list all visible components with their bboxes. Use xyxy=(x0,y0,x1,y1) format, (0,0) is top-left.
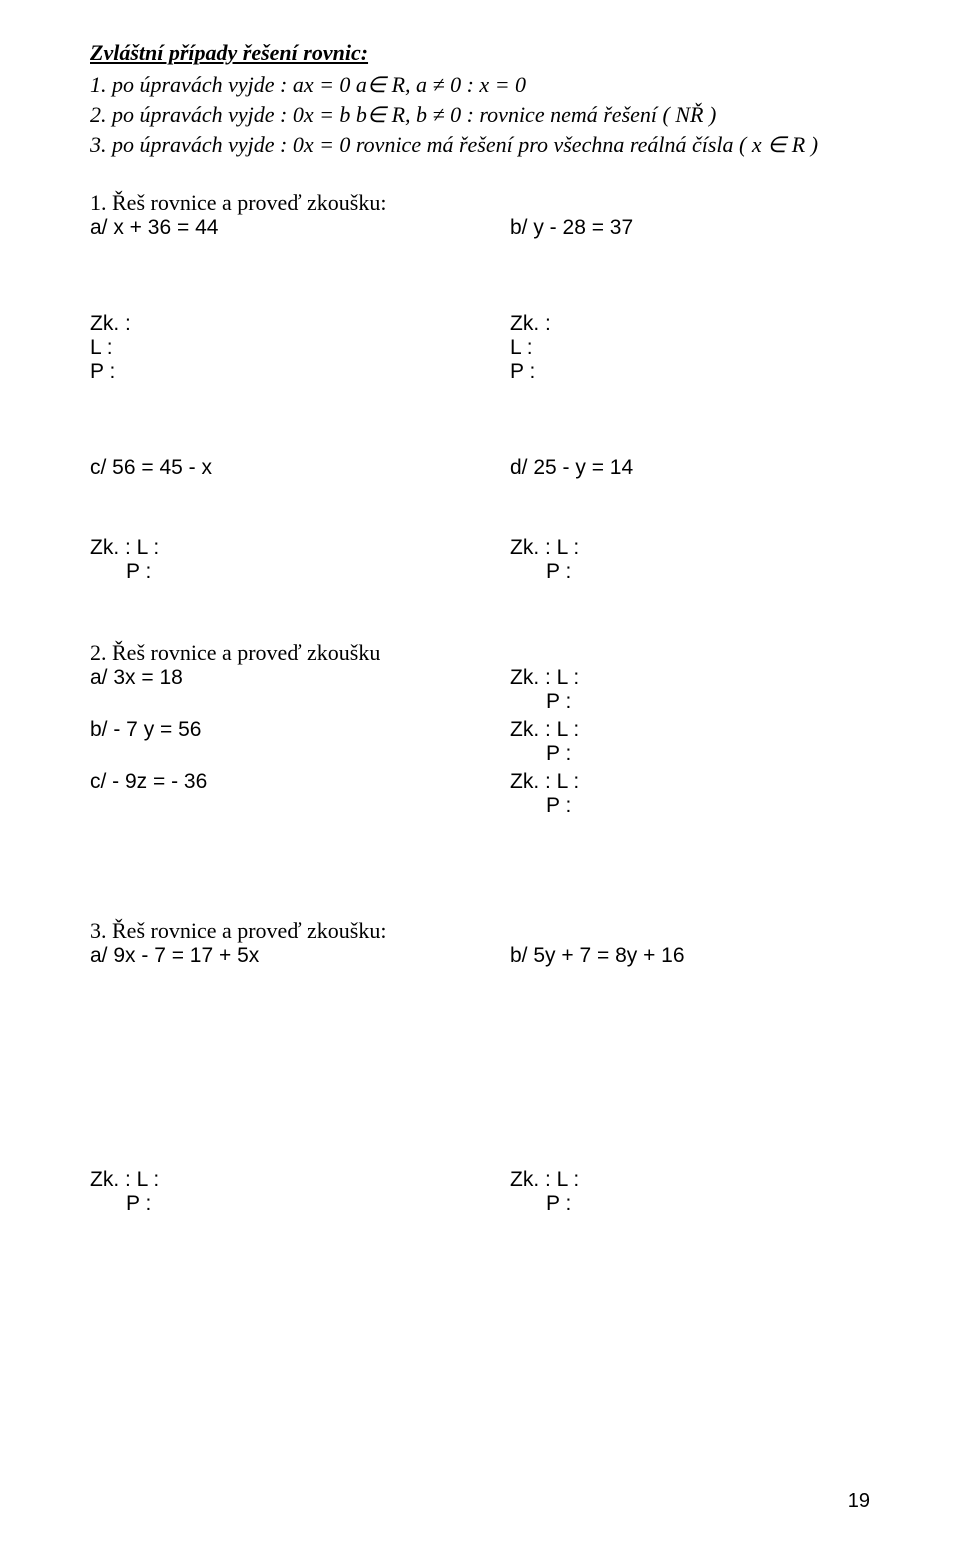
exercise-1-heading: 1. Řeš rovnice a proveď zkoušku: xyxy=(90,190,870,216)
ex1-b-p: P : xyxy=(510,360,870,384)
ex2-b-zkl: Zk. : L : xyxy=(510,718,870,742)
page-title: Zvláštní případy řešení rovnic: xyxy=(90,40,870,66)
ex1-c-zkl: Zk. : L : xyxy=(90,536,510,560)
ex1-c-p: P : xyxy=(90,560,510,584)
ex1-b-l: L : xyxy=(510,336,870,360)
ex3-a: a/ 9x - 7 = 17 + 5x xyxy=(90,944,510,968)
page-number: 19 xyxy=(848,1490,870,1513)
ex1-a-p: P : xyxy=(90,360,510,384)
ex2-a-p: P : xyxy=(510,690,870,714)
ex1-d-p: P : xyxy=(510,560,870,584)
ex2-a-zkl: Zk. : L : xyxy=(510,666,870,690)
ex2-c-p: P : xyxy=(510,794,870,818)
rule-3: 3. po úpravách vyjde : 0x = 0 rovnice má… xyxy=(90,132,870,158)
ex3-b: b/ 5y + 7 = 8y + 16 xyxy=(510,944,870,968)
ex1-a-zk: Zk. : xyxy=(90,312,510,336)
ex1-a: a/ x + 36 = 44 xyxy=(90,216,510,240)
ex3-a-p: P : xyxy=(90,1192,510,1216)
exercise-1-heading-text: 1. Řeš rovnice a proveď zkoušku: xyxy=(90,190,386,215)
exercise-3-heading: 3. Řeš rovnice a proveď zkoušku: xyxy=(90,918,870,944)
rule-2: 2. po úpravách vyjde : 0x = b b∈ R, b ≠ … xyxy=(90,102,870,128)
ex1-b: b/ y - 28 = 37 xyxy=(510,216,870,240)
ex2-c-zkl: Zk. : L : xyxy=(510,770,870,794)
ex3-b-p: P : xyxy=(510,1192,870,1216)
rule-1: 1. po úpravách vyjde : ax = 0 a∈ R, a ≠ … xyxy=(90,72,870,98)
ex3-a-zkl: Zk. : L : xyxy=(90,1168,510,1192)
ex2-b: b/ - 7 y = 56 xyxy=(90,718,510,766)
ex1-d: d/ 25 - y = 14 xyxy=(510,456,870,480)
ex1-a-l: L : xyxy=(90,336,510,360)
ex1-d-zkl: Zk. : L : xyxy=(510,536,870,560)
exercise-2-heading: 2. Řeš rovnice a proveď zkoušku xyxy=(90,640,870,666)
ex1-b-zk: Zk. : xyxy=(510,312,870,336)
ex3-b-zkl: Zk. : L : xyxy=(510,1168,870,1192)
ex2-a: a/ 3x = 18 xyxy=(90,666,510,714)
ex2-c: c/ - 9z = - 36 xyxy=(90,770,510,818)
ex2-b-p: P : xyxy=(510,742,870,766)
ex1-c: c/ 56 = 45 - x xyxy=(90,456,510,480)
